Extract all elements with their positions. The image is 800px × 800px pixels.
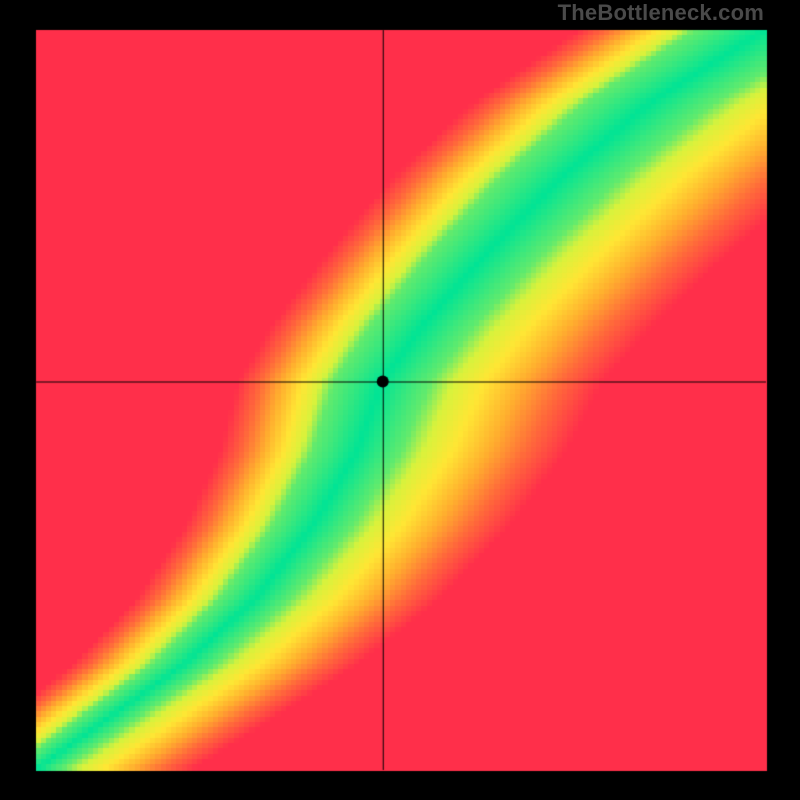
chart-container: TheBottleneck.com <box>0 0 800 800</box>
watermark-text: TheBottleneck.com <box>558 0 764 26</box>
overlay-canvas <box>0 0 800 800</box>
